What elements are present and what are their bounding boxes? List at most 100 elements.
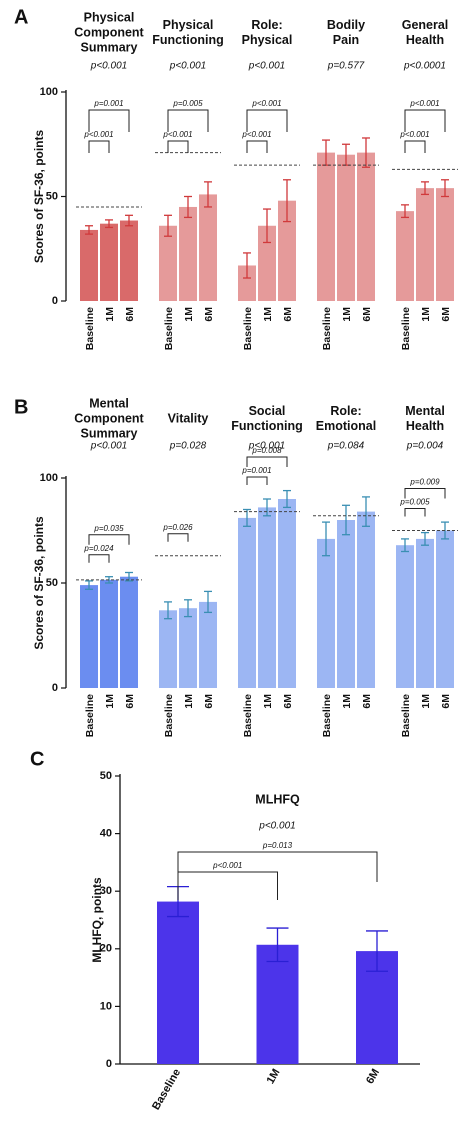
x-tick-label: Baseline: [242, 307, 254, 350]
x-tick-label: 6M: [361, 307, 373, 322]
bar: [256, 944, 299, 1064]
group-title: Vitality: [168, 411, 209, 425]
comparison-bracket: [167, 533, 189, 542]
x-tick-label: 1M: [262, 307, 274, 322]
comparison-bracket: [404, 140, 426, 153]
x-tick-label: Baseline: [242, 694, 254, 737]
group-title: Physical: [84, 10, 135, 24]
bar: [80, 229, 98, 301]
x-tick-label: Baseline: [321, 307, 333, 350]
comparison-p-value: p<0.001: [212, 861, 242, 870]
x-tick-label: Baseline: [163, 307, 175, 350]
bar: [238, 517, 256, 688]
comparison-bracket: [167, 109, 209, 132]
p-value: p<0.001: [169, 61, 206, 72]
group-title: General: [402, 18, 449, 32]
p-value: p=0.028: [169, 441, 207, 452]
bar: [317, 538, 335, 688]
group-title: Mental: [405, 404, 445, 418]
x-tick-label: 6M: [440, 307, 452, 322]
comparison-p-value: p=0.001: [241, 466, 271, 475]
bar: [238, 265, 256, 301]
bar: [337, 520, 355, 688]
y-tick-label: 10: [100, 1000, 112, 1012]
p-value: p<0.001: [248, 61, 285, 72]
comparison-bracket: [246, 476, 268, 485]
group-title: Health: [406, 33, 444, 47]
comparison-bracket: [88, 109, 130, 132]
comparison-p-value: p<0.001: [83, 130, 113, 139]
group-title: Component: [74, 25, 144, 39]
x-tick-label: 6M: [124, 694, 136, 709]
panel-label: B: [14, 396, 28, 418]
group-title: Role:: [251, 18, 282, 32]
p-value: p=0.084: [327, 441, 365, 452]
comparison-p-value: p=0.008: [251, 446, 282, 455]
x-tick-label: 6M: [203, 307, 215, 322]
x-tick-label: Baseline: [163, 694, 175, 737]
p-value: p<0.001: [90, 61, 127, 72]
group-title: Emotional: [316, 419, 376, 433]
bar: [278, 499, 296, 688]
panel-label: A: [14, 6, 28, 28]
p-value: p<0.001: [248, 441, 285, 452]
p-value: p=0.004: [406, 441, 444, 452]
comparison-bracket: [88, 534, 130, 545]
bar: [258, 225, 276, 301]
y-axis-label: MLHFQ, points: [90, 877, 104, 963]
x-tick-label: 1M: [183, 694, 195, 709]
group-title: Pain: [333, 33, 359, 47]
x-tick-label: Baseline: [321, 694, 333, 737]
x-tick-label: 1M: [420, 694, 432, 709]
group-title: Social: [249, 404, 286, 418]
comparison-p-value: p=0.035: [93, 524, 124, 533]
comparison-p-value: p<0.001: [409, 99, 439, 108]
bar: [278, 200, 296, 301]
comparison-bracket: [177, 851, 378, 882]
y-tick-label: 0: [52, 295, 58, 307]
y-tick-label: 0: [52, 682, 58, 694]
x-tick-label: 1M: [262, 694, 274, 709]
y-tick-label: 100: [40, 472, 58, 484]
bar: [199, 194, 217, 301]
y-tick-label: 50: [46, 577, 58, 589]
bar: [100, 579, 118, 688]
x-tick-label: 1M: [265, 1067, 283, 1086]
group-title: MLHFQ: [255, 792, 300, 806]
bar: [436, 530, 454, 688]
bar: [80, 585, 98, 688]
group-title: Physical: [163, 18, 214, 32]
comparison-p-value: p<0.001: [251, 99, 281, 108]
bar: [159, 610, 177, 688]
bar: [396, 545, 414, 688]
comparison-p-value: p=0.009: [409, 478, 440, 487]
y-tick-label: 50: [46, 190, 58, 202]
x-tick-label: 1M: [341, 694, 353, 709]
bar: [436, 188, 454, 301]
comparison-p-value: p=0.005: [172, 99, 203, 108]
y-tick-label: 100: [40, 86, 58, 98]
group-title: Summary: [81, 40, 138, 54]
bar: [100, 223, 118, 301]
x-tick-label: Baseline: [84, 307, 96, 350]
x-tick-label: 6M: [282, 694, 294, 709]
bar: [157, 901, 199, 1064]
p-value: p<0.001: [258, 821, 295, 832]
bar: [179, 206, 197, 301]
comparison-p-value: p<0.001: [241, 130, 271, 139]
group-title: Health: [406, 419, 444, 433]
comparison-p-value: p<0.001: [399, 130, 429, 139]
x-tick-label: 1M: [183, 307, 195, 322]
bar: [199, 601, 217, 688]
group-title: Physical: [242, 33, 293, 47]
group-title: Role:: [330, 404, 361, 418]
x-tick-label: 1M: [104, 694, 116, 709]
bar: [120, 576, 138, 688]
group-title: Functioning: [231, 419, 303, 433]
bar: [258, 507, 276, 688]
x-tick-label: 6M: [203, 694, 215, 709]
x-tick-label: 1M: [420, 307, 432, 322]
p-value: p=0.577: [327, 61, 365, 72]
bar: [317, 152, 335, 301]
